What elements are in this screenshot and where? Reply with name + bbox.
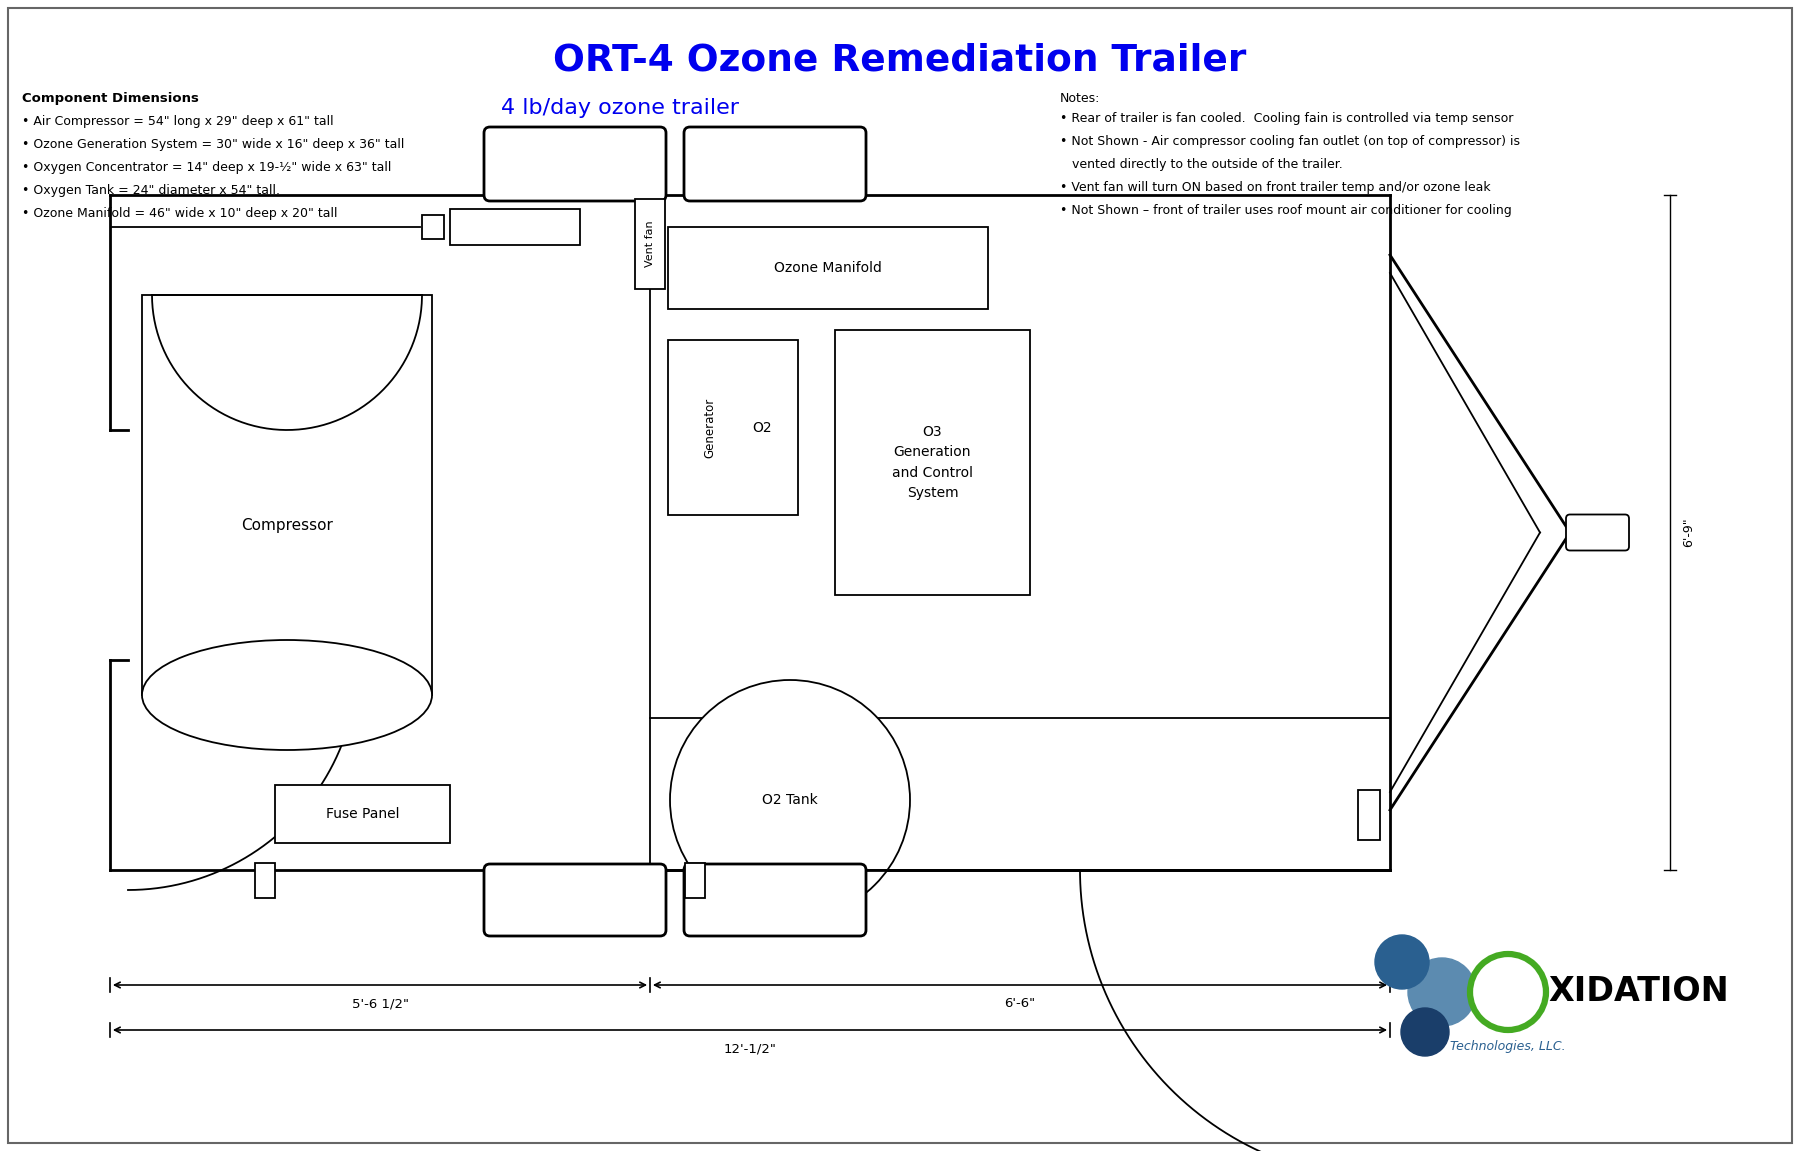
Text: Fuse Panel: Fuse Panel xyxy=(326,807,400,821)
Text: • Oxygen Concentrator = 14" deep x 19-½" wide x 63" tall: • Oxygen Concentrator = 14" deep x 19-½"… xyxy=(22,161,391,174)
Text: 12'-1/2": 12'-1/2" xyxy=(724,1042,776,1055)
Text: Vent fan: Vent fan xyxy=(644,221,655,267)
Text: XIDATION: XIDATION xyxy=(1548,975,1728,1008)
Text: Notes:: Notes: xyxy=(1060,92,1100,105)
Text: vented directly to the outside of the trailer.: vented directly to the outside of the tr… xyxy=(1060,158,1343,171)
FancyBboxPatch shape xyxy=(684,127,866,201)
Bar xyxy=(275,785,450,843)
Circle shape xyxy=(1408,958,1476,1026)
Bar xyxy=(256,863,275,898)
Bar xyxy=(835,330,1030,595)
Bar xyxy=(668,340,797,514)
Text: Cooling fan: Cooling fan xyxy=(479,221,551,234)
Text: • Oxygen Tank = 24" diameter x 54" tall.: • Oxygen Tank = 24" diameter x 54" tall. xyxy=(22,184,281,197)
Text: • Ozone Generation System = 30" wide x 16" deep x 36" tall: • Ozone Generation System = 30" wide x 1… xyxy=(22,138,405,151)
Bar xyxy=(635,199,664,289)
Circle shape xyxy=(1400,1008,1449,1055)
Text: • Not Shown - Air compressor cooling fan outlet (on top of compressor) is: • Not Shown - Air compressor cooling fan… xyxy=(1060,135,1519,148)
FancyBboxPatch shape xyxy=(484,864,666,936)
Bar xyxy=(686,863,706,898)
Text: O2: O2 xyxy=(752,420,772,434)
Bar xyxy=(1357,790,1381,840)
FancyBboxPatch shape xyxy=(484,127,666,201)
Text: Generator: Generator xyxy=(704,397,716,458)
Text: 6'-9": 6'-9" xyxy=(1681,518,1696,548)
Text: Technologies, LLC.: Technologies, LLC. xyxy=(1451,1041,1566,1053)
FancyBboxPatch shape xyxy=(1566,514,1629,550)
Text: Compressor: Compressor xyxy=(241,518,333,533)
Text: • Vent fan will turn ON based on front trailer temp and/or ozone leak: • Vent fan will turn ON based on front t… xyxy=(1060,181,1490,195)
Text: 4 lb/day ozone trailer: 4 lb/day ozone trailer xyxy=(500,98,740,119)
Circle shape xyxy=(1375,935,1429,989)
Text: Component Dimensions: Component Dimensions xyxy=(22,92,198,105)
Text: • Ozone Manifold = 46" wide x 10" deep x 20" tall: • Ozone Manifold = 46" wide x 10" deep x… xyxy=(22,207,338,220)
Text: 5'-6 1/2": 5'-6 1/2" xyxy=(351,997,409,1009)
Text: ORT-4 Ozone Remediation Trailer: ORT-4 Ozone Remediation Trailer xyxy=(553,41,1247,78)
Text: 6'-6": 6'-6" xyxy=(1004,997,1035,1009)
Ellipse shape xyxy=(142,640,432,750)
Bar xyxy=(668,227,988,308)
Text: O3
Generation
and Control
System: O3 Generation and Control System xyxy=(893,425,974,501)
Bar xyxy=(142,295,432,695)
Text: • Not Shown – front of trailer uses roof mount air conditioner for cooling: • Not Shown – front of trailer uses roof… xyxy=(1060,204,1512,218)
Bar xyxy=(421,215,445,239)
FancyBboxPatch shape xyxy=(684,864,866,936)
Ellipse shape xyxy=(670,680,911,920)
Text: Ozone Manifold: Ozone Manifold xyxy=(774,261,882,275)
Text: • Rear of trailer is fan cooled.  Cooling fain is controlled via temp sensor: • Rear of trailer is fan cooled. Cooling… xyxy=(1060,112,1514,125)
Text: O2 Tank: O2 Tank xyxy=(761,793,817,807)
Circle shape xyxy=(1471,954,1546,1030)
Text: • Air Compressor = 54" long x 29" deep x 61" tall: • Air Compressor = 54" long x 29" deep x… xyxy=(22,115,333,128)
Bar xyxy=(450,209,580,245)
